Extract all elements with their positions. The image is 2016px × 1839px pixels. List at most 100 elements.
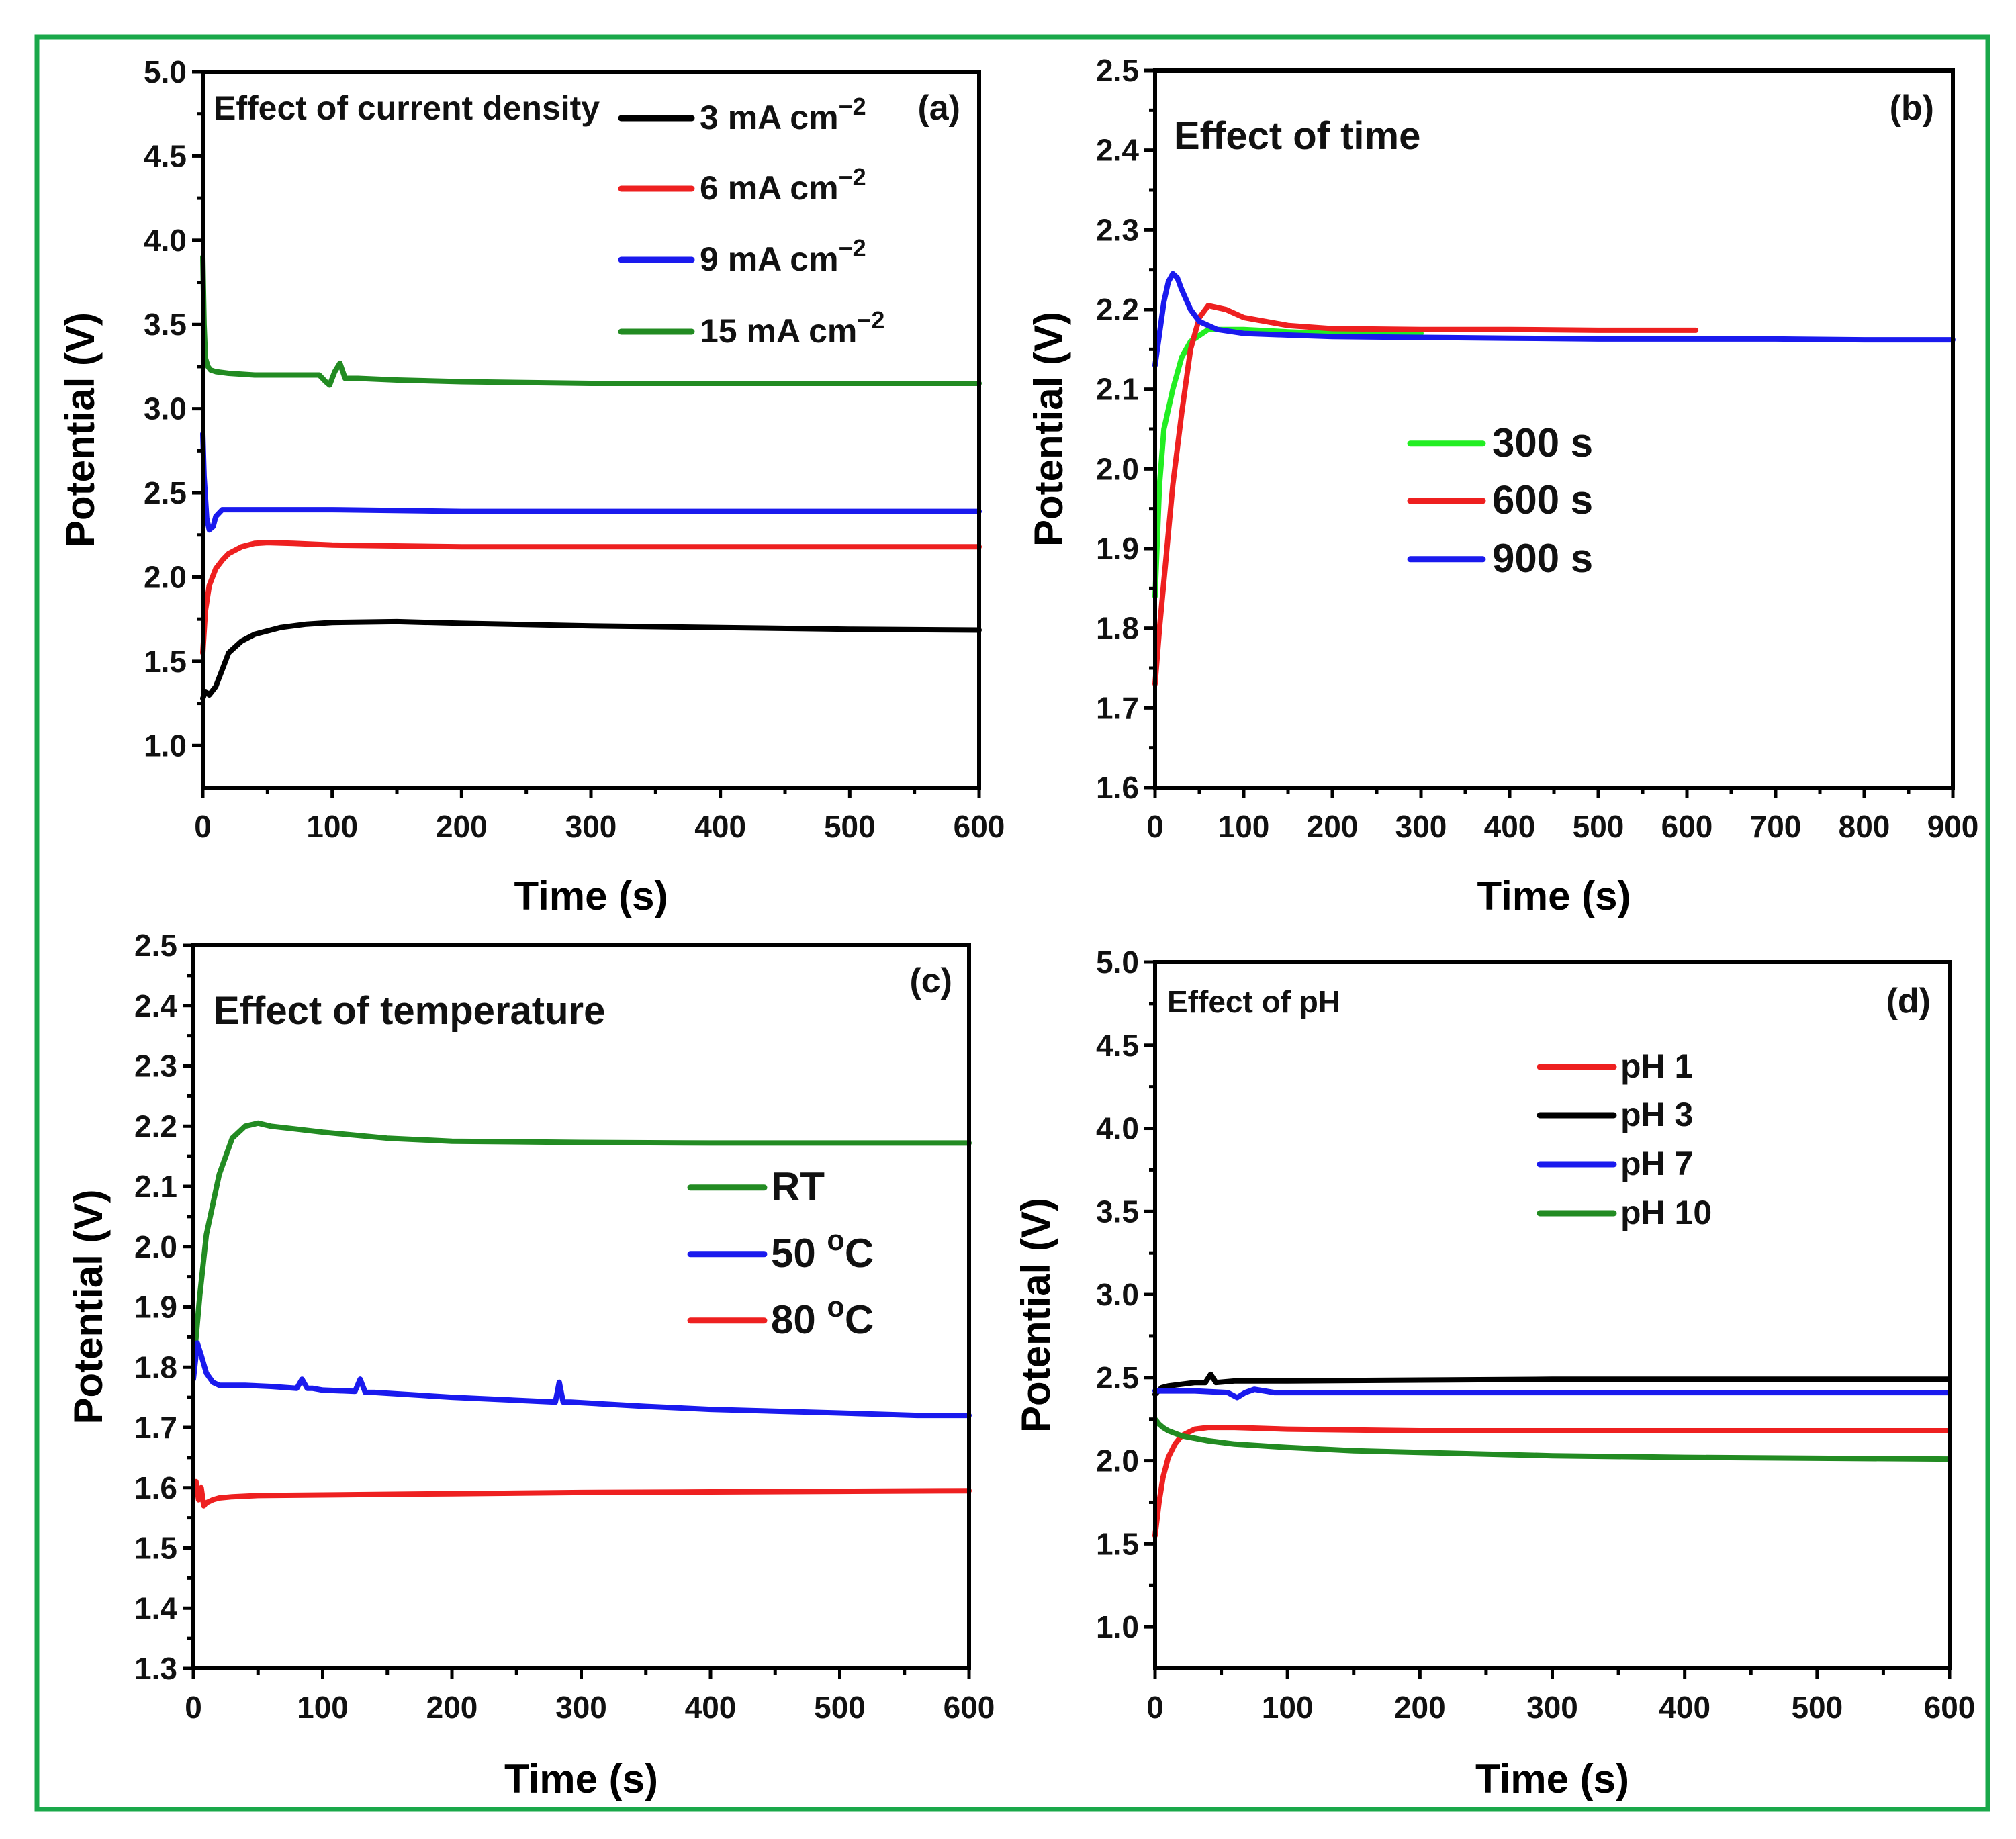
series-line-d-3 — [1152, 1386, 1952, 1401]
figure-frame — [34, 34, 1990, 1812]
x-tick-label-d-4: 400 — [1659, 1690, 1710, 1725]
y-tick-label-b-7: 2.3 — [1096, 212, 1139, 247]
x-tick-label-b-0: 0 — [1146, 809, 1164, 844]
series-line-a-1 — [200, 618, 982, 702]
legend-label-c-1: RT — [771, 1164, 825, 1209]
series-line-b-1 — [1152, 326, 1424, 600]
x-axis-title-b: Time (s) — [1477, 874, 1631, 918]
x-tick-label-a-4: 400 — [694, 809, 746, 844]
chart-panel-d: 0 100 200 300 400 500 600 1.0 1.5 2.0 2.5 3.0 3.5 4.0… — [1013, 945, 1975, 1801]
legend-label-text: RT — [771, 1164, 825, 1209]
y-tick-label-a-5: 3.5 — [144, 307, 187, 342]
x-tick-label-d-2: 200 — [1394, 1690, 1446, 1725]
x-tick-label-b-5: 500 — [1573, 809, 1624, 844]
y-tick-label-b-2: 1.8 — [1096, 611, 1139, 646]
x-tick-label-b-3: 300 — [1395, 809, 1447, 844]
x-axis-title-d: Time (s) — [1475, 1756, 1629, 1801]
x-axis-title-a: Time (s) — [514, 874, 668, 918]
chart-panel-b: 0 100 200 300 400 500 600 700 800 900 1.6 1.7 1.8 1.9… — [1026, 53, 1978, 918]
y-tick-label-d-5: 3.5 — [1096, 1194, 1139, 1229]
x-tick-label-d-6: 600 — [1924, 1690, 1976, 1725]
x-tick-label-a-2: 200 — [436, 809, 488, 844]
legend-label-text: 3 mA cm — [700, 99, 839, 136]
legend-label-a-2: 6 mA cm−2 — [700, 163, 866, 207]
series-line-b-3 — [1152, 271, 1956, 369]
x-tick-label-b-6: 600 — [1661, 809, 1713, 844]
x-tick-label-b-7: 700 — [1750, 809, 1802, 844]
x-tick-label-c-0: 0 — [185, 1690, 202, 1725]
legend-label-text: pH 7 — [1620, 1145, 1693, 1182]
y-tick-label-b-5: 2.1 — [1096, 372, 1139, 407]
series-line-d-4 — [1152, 1416, 1952, 1462]
x-tick-label-d-5: 500 — [1791, 1690, 1843, 1725]
legend-label-text: pH 10 — [1620, 1194, 1712, 1231]
y-tick-label-c-11: 2.4 — [134, 988, 177, 1023]
legend-label-superscript: −2 — [857, 306, 884, 334]
y-tick-label-b-9: 2.5 — [1096, 53, 1139, 88]
y-tick-label-d-7: 4.5 — [1096, 1028, 1139, 1063]
y-tick-label-d-1: 1.5 — [1096, 1526, 1139, 1561]
legend-label-superscript: −2 — [839, 163, 866, 191]
legend-label-a-3: 9 mA cm−2 — [700, 234, 866, 278]
series-line-a-2 — [200, 540, 982, 656]
y-tick-label-c-6: 1.9 — [134, 1290, 177, 1325]
legend-label-text: 15 mA cm — [700, 312, 857, 350]
y-tick-label-c-4: 1.7 — [134, 1410, 177, 1445]
legend-label-text: pH 3 — [1620, 1096, 1693, 1133]
y-tick-label-a-4: 3.0 — [144, 391, 187, 426]
legend-label-superscript: o — [827, 1225, 844, 1257]
legend-label-text: 50 — [771, 1231, 827, 1276]
x-tick-label-b-9: 900 — [1927, 809, 1979, 844]
y-tick-label-c-3: 1.6 — [134, 1470, 177, 1505]
chart-title-c: Effect of temperature — [214, 989, 605, 1033]
y-tick-label-b-8: 2.4 — [1096, 133, 1139, 168]
legend-b: 300 s 600 s 900 s — [1407, 420, 1593, 581]
legend-label-b-1: 300 s — [1492, 420, 1593, 465]
y-tick-label-a-0: 1.0 — [144, 728, 187, 763]
y-axis-title-d: Potential (V) — [1013, 1198, 1058, 1433]
x-tick-label-c-6: 600 — [944, 1690, 995, 1725]
legend-label-b-2: 600 s — [1492, 477, 1593, 522]
x-tick-label-a-5: 500 — [824, 809, 876, 844]
chart-panel-c: 0 100 200 300 400 500 600 1.3 1.4 1.5 1.6 1.7 1.8 1.9… — [66, 928, 995, 1801]
x-tick-label-d-0: 0 — [1146, 1690, 1164, 1725]
panel-label-b: (b) — [1890, 89, 1934, 128]
legend-label-d-3: pH 7 — [1620, 1145, 1693, 1182]
y-tick-label-b-1: 1.7 — [1096, 690, 1139, 725]
y-tick-label-c-0: 1.3 — [134, 1651, 177, 1686]
legend-label-superscript: −2 — [839, 93, 866, 120]
y-tick-label-c-5: 1.8 — [134, 1350, 177, 1384]
y-tick-label-c-7: 2.0 — [134, 1229, 177, 1264]
legend-label-text: 300 s — [1492, 420, 1593, 465]
y-axis-title-c: Potential (V) — [66, 1189, 111, 1424]
legend-label-c-2: 50 oC — [771, 1225, 874, 1276]
y-tick-label-a-7: 4.5 — [144, 138, 187, 173]
y-tick-label-d-2: 2.0 — [1096, 1444, 1139, 1478]
legend-label-superscript: −2 — [839, 234, 866, 262]
legend-label-b-3: 900 s — [1492, 536, 1593, 581]
chart-title-b: Effect of time — [1174, 114, 1420, 158]
y-tick-label-b-3: 1.9 — [1096, 531, 1139, 566]
legend-a: 3 mA cm−26 mA cm−29 mA cm−215 mA cm−2 — [618, 93, 884, 350]
x-tick-label-b-4: 400 — [1484, 809, 1536, 844]
legend-label-text: 9 mA cm — [700, 240, 839, 278]
chart-panel-a: 0 100 200 300 400 500 600 1.0 1.5 2.0 2.5 3.0 3.5 4.0… — [58, 54, 1005, 918]
x-tick-label-a-0: 0 — [194, 809, 212, 844]
y-tick-label-d-6: 4.0 — [1096, 1111, 1139, 1146]
legend-label-d-4: pH 10 — [1620, 1194, 1712, 1231]
legend-label-text: 6 mA cm — [700, 169, 839, 207]
x-tick-label-d-3: 300 — [1526, 1690, 1578, 1725]
chart-title-d: Effect of pH — [1167, 984, 1340, 1019]
y-tick-label-d-0: 1.0 — [1096, 1609, 1139, 1644]
legend-label-text: pH 1 — [1620, 1047, 1693, 1085]
series-line-c-1 — [191, 1120, 972, 1370]
chart-title-a: Effect of current density — [214, 89, 600, 127]
y-tick-label-c-8: 2.1 — [134, 1169, 177, 1204]
legend-label-text: 80 — [771, 1297, 827, 1342]
legend-label-suffix: C — [845, 1297, 874, 1342]
legend-d: pH 1 pH 3 pH 7 pH 10 — [1537, 1047, 1712, 1231]
series-line-c-2 — [191, 1340, 972, 1419]
legend-label-superscript: o — [827, 1291, 844, 1323]
